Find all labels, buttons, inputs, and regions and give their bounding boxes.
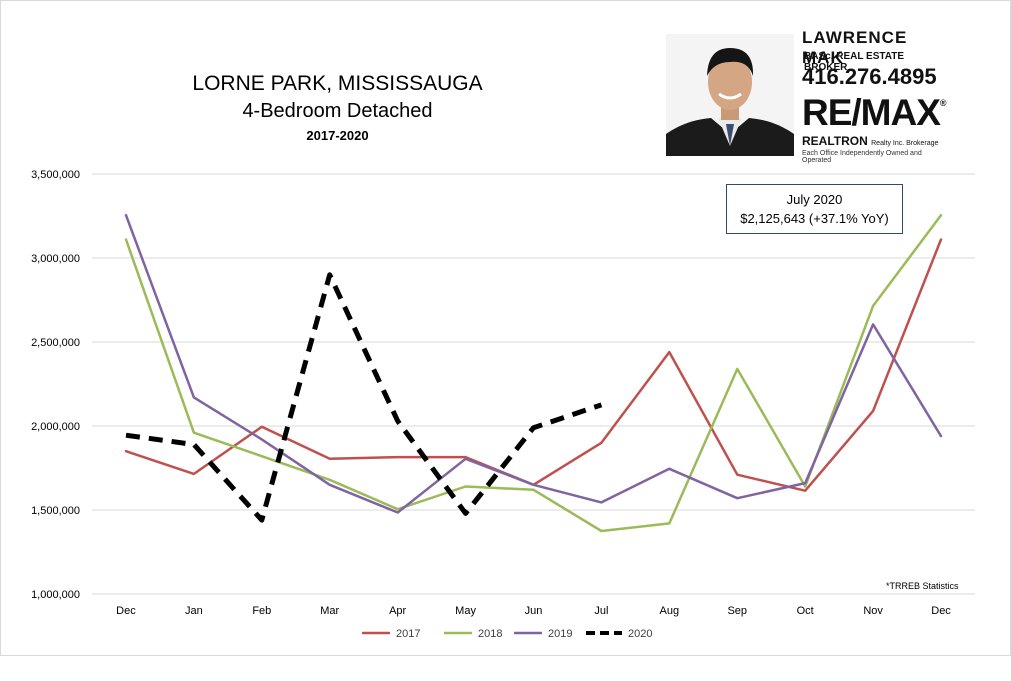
y-tick-label: 1,000,000 xyxy=(31,589,80,601)
x-tick-label: Apr xyxy=(389,605,406,617)
x-tick-label: Dec xyxy=(116,605,136,617)
x-tick-label: Mar xyxy=(320,605,339,617)
office-title: REALTRON xyxy=(802,134,868,148)
july-2020-callout: July 2020 $2,125,643 (+37.1% YoY) xyxy=(726,184,903,234)
agent-phone: 416.276.4895 xyxy=(802,64,937,89)
callout-line-1: July 2020 xyxy=(786,192,843,207)
legend-label-2019: 2019 xyxy=(548,628,572,640)
agent-role: BASc, REAL ESTATE BROKER xyxy=(804,51,905,73)
series-line-2020 xyxy=(125,272,603,523)
agent-photo xyxy=(666,34,794,156)
office-note: Each Office Independently Owned and Oper… xyxy=(802,150,922,164)
chart-title-block: LORNE PARK, MISSISSAUGA 4-Bedroom Detach… xyxy=(160,70,515,147)
x-tick-label: Jul xyxy=(594,605,608,617)
legend-label-2018: 2018 xyxy=(478,628,502,640)
x-tick-label: Feb xyxy=(252,605,271,617)
office-name: REALTRON Realty Inc. Brokerage xyxy=(802,134,938,148)
y-tick-label: 3,000,000 xyxy=(31,253,80,265)
series-line-2018 xyxy=(124,213,943,533)
brand-registered-mark: ® xyxy=(939,98,947,108)
y-tick-label: 3,500,000 xyxy=(31,169,80,181)
source-note: *TRREB Statistics xyxy=(886,581,959,591)
x-tick-label: Nov xyxy=(863,605,883,617)
office-subtitle: Realty Inc. Brokerage xyxy=(871,140,939,147)
x-tick-label: Sep xyxy=(727,605,747,617)
callout-line-2: $2,125,643 (+37.1% YoY) xyxy=(740,211,889,226)
x-tick-label: Jan xyxy=(185,605,203,617)
legend: 2017 2018 2019 2020 xyxy=(362,628,652,640)
chart-subtitle: 4-Bedroom Detached xyxy=(242,100,433,122)
brand-name: RE/MAX xyxy=(802,92,941,133)
x-tick-label: Dec xyxy=(931,605,951,617)
agent-advertisement: LAWRENCE MAK BASc, REAL ESTATE BROKER 41… xyxy=(666,10,946,164)
chart-title: LORNE PARK, MISSISSAUGA xyxy=(192,72,483,95)
x-axis-ticks: Dec Jan Feb Mar Apr May Jun Jul Aug Sep Oct Nov Dec xyxy=(116,605,951,617)
x-tick-label: Aug xyxy=(660,605,680,617)
series-lines xyxy=(124,213,943,533)
y-tick-label: 1,500,000 xyxy=(31,505,80,517)
y-axis-ticks: 1,000,000 1,500,000 2,000,000 2,500,000 3,00… xyxy=(31,169,80,601)
y-tick-label: 2,500,000 xyxy=(31,337,80,349)
x-tick-label: May xyxy=(455,605,476,617)
agent-name: LAWRENCE MAK xyxy=(802,28,908,67)
y-tick-label: 2,000,000 xyxy=(31,421,80,433)
series-line-2019 xyxy=(124,213,943,514)
x-tick-label: Oct xyxy=(797,605,814,617)
legend-label-2017: 2017 xyxy=(396,628,420,640)
brand-logo: RE/MAX® xyxy=(802,92,946,134)
chart-period: 2017-2020 xyxy=(306,128,369,143)
x-tick-label: Jun xyxy=(525,605,543,617)
legend-label-2020: 2020 xyxy=(628,628,652,640)
